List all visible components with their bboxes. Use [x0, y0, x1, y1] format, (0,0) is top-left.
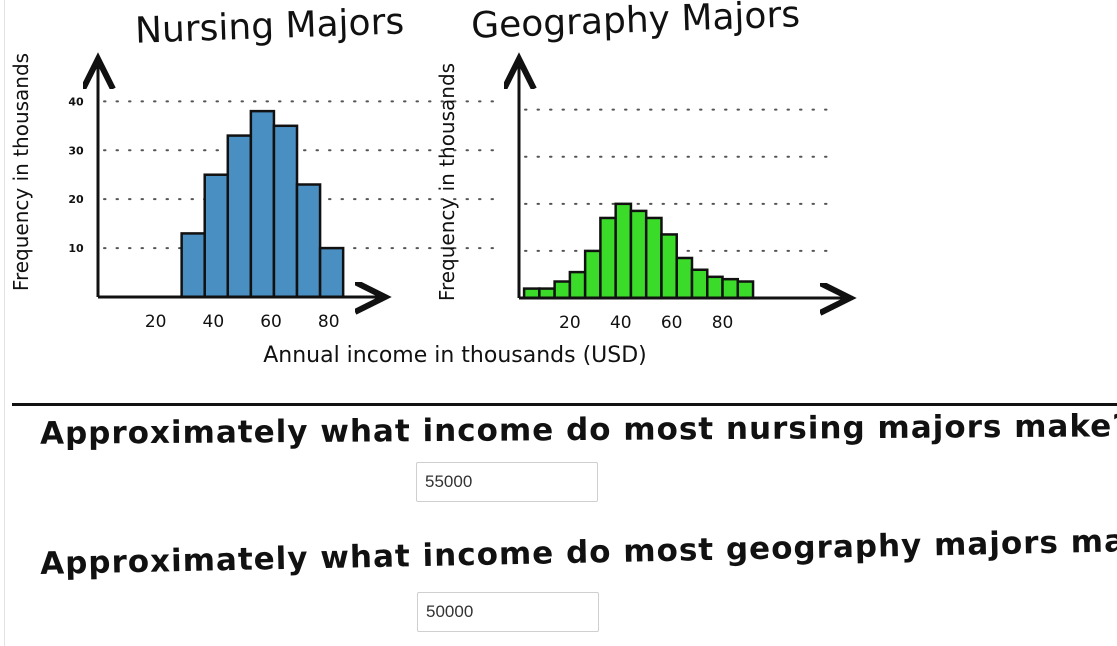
geography-bar-7 — [614, 202, 633, 300]
geography-bar-10 — [660, 233, 678, 300]
geography-answer-input[interactable] — [417, 592, 599, 632]
nursing-y-tick-20: 20 — [68, 193, 84, 206]
geography-x-tick-60: 60 — [661, 313, 683, 333]
nursing-y-tick-10: 10 — [68, 242, 84, 255]
nursing-y-tick-40: 40 — [68, 95, 84, 108]
nursing-bar-4 — [249, 109, 276, 299]
geography-x-tick-labels: 20 40 60 80 — [559, 313, 733, 333]
section-divider — [12, 403, 1117, 406]
geography-bar-8 — [629, 209, 648, 300]
histogram-charts: Nursing Majors Frequency in thousands 20… — [9, 0, 1117, 368]
left-border — [4, 0, 5, 646]
geography-bar-4 — [568, 270, 587, 300]
geography-gridlines — [524, 108, 831, 252]
geography-bar-9 — [644, 216, 663, 300]
nursing-x-tick-60: 60 — [260, 312, 282, 332]
nursing-bar-5 — [272, 124, 299, 299]
nursing-y-axis-label: Frequency in thousands — [9, 53, 33, 291]
nursing-bar-3 — [226, 134, 253, 299]
geography-bar-15 — [736, 280, 755, 300]
nursing-chart-title: Nursing Majors — [134, 1, 404, 51]
nursing-bar-2 — [203, 173, 230, 299]
geography-bars — [522, 202, 755, 300]
nursing-bar-7 — [318, 246, 345, 299]
shared-x-axis-label: Annual income in thousands (USD) — [263, 343, 647, 368]
question-nursing: Approximately what income do most nursin… — [39, 408, 1117, 452]
nursing-bar-1 — [180, 232, 206, 299]
nursing-answer-input[interactable] — [416, 462, 598, 502]
geography-bar-13 — [706, 275, 724, 300]
geography-x-tick-80: 80 — [712, 313, 734, 333]
geography-bar-3 — [553, 280, 572, 300]
geography-bar-12 — [690, 268, 709, 300]
nursing-bars — [180, 109, 345, 299]
nursing-x-tick-40: 40 — [203, 312, 225, 332]
geography-y-axis-label: Frequency in thousands — [435, 63, 459, 301]
geography-chart: Geography Majors Frequency in thousands … — [435, 0, 847, 333]
question-geography: Approximately what income do most geogra… — [39, 521, 1117, 583]
nursing-x-tick-20: 20 — [145, 312, 167, 332]
geography-x-tick-40: 40 — [610, 313, 632, 333]
nursing-y-tick-30: 30 — [68, 144, 84, 157]
nursing-x-tick-labels: 20 40 60 80 — [145, 312, 340, 332]
geography-bar-11 — [675, 256, 694, 300]
geography-bar-14 — [721, 277, 740, 300]
nursing-bar-6 — [295, 183, 322, 299]
nursing-chart: Nursing Majors Frequency in thousands 20… — [9, 1, 499, 332]
geography-bar-5 — [583, 249, 602, 300]
geography-bar-6 — [599, 216, 617, 300]
geography-x-tick-20: 20 — [559, 313, 581, 333]
geography-chart-title: Geography Majors — [471, 0, 801, 47]
nursing-x-tick-80: 80 — [318, 312, 340, 332]
nursing-y-tick-labels: 10 20 30 40 — [68, 95, 84, 255]
